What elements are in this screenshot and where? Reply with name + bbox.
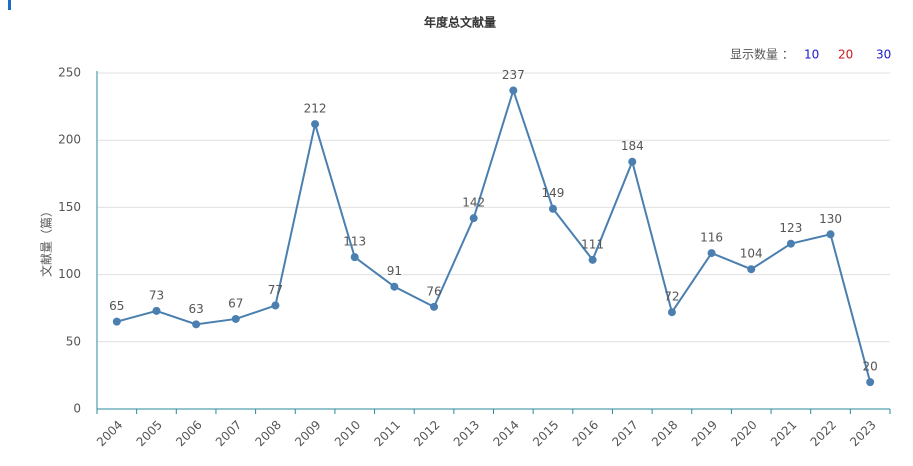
display-option[interactable]: 10 bbox=[804, 48, 819, 62]
point bbox=[112, 317, 121, 326]
point bbox=[509, 86, 518, 95]
x-tick-label: 2020 bbox=[728, 418, 759, 449]
point bbox=[469, 214, 478, 223]
point bbox=[271, 301, 280, 310]
x-tick-label: 2008 bbox=[253, 418, 284, 449]
x-tick-label: 2012 bbox=[411, 418, 442, 449]
point bbox=[826, 230, 835, 239]
x-tick-label: 2023 bbox=[847, 418, 878, 449]
x-tick-label: 2018 bbox=[649, 418, 680, 449]
chart-title: 年度总文献量 bbox=[424, 15, 496, 30]
corner-marker bbox=[8, 0, 11, 10]
data-label: 91 bbox=[387, 264, 402, 278]
y-tick-label: 250 bbox=[58, 66, 81, 80]
display-count-label: 显示数量 ： bbox=[730, 47, 794, 62]
data-label: 130 bbox=[819, 212, 842, 226]
x-tick-label: 2015 bbox=[530, 418, 561, 449]
point bbox=[311, 120, 320, 129]
point bbox=[192, 320, 201, 329]
data-label: 237 bbox=[502, 68, 525, 82]
display-option[interactable]: 30 bbox=[876, 48, 891, 62]
x-tick-label: 2004 bbox=[94, 418, 125, 449]
x-tick-label: 2005 bbox=[134, 418, 165, 449]
x-tick-label: 2016 bbox=[570, 418, 601, 449]
data-label: 184 bbox=[621, 139, 644, 153]
x-tick-label: 2011 bbox=[371, 418, 402, 449]
point bbox=[747, 265, 756, 274]
x-tick-label: 2013 bbox=[451, 418, 482, 449]
data-label: 104 bbox=[740, 247, 763, 261]
data-label: 20 bbox=[863, 360, 878, 374]
display-option[interactable]: 20 bbox=[838, 48, 853, 62]
data-label: 67 bbox=[228, 296, 243, 310]
y-tick-label: 0 bbox=[73, 402, 81, 416]
point bbox=[707, 249, 716, 258]
point bbox=[866, 378, 875, 387]
x-tick-label: 2010 bbox=[332, 418, 363, 449]
x-tick-label: 2019 bbox=[689, 418, 720, 449]
line bbox=[116, 87, 872, 383]
point bbox=[152, 306, 161, 315]
point bbox=[667, 308, 676, 317]
data-label: 65 bbox=[109, 299, 124, 313]
point bbox=[786, 239, 795, 248]
data-label: 111 bbox=[581, 237, 604, 251]
data-label: 116 bbox=[700, 231, 723, 245]
data-label: 123 bbox=[779, 221, 802, 235]
y-tick-label: 50 bbox=[66, 334, 81, 348]
x-tick-label: 2017 bbox=[609, 418, 640, 449]
y-axis-label: 文献量（篇） bbox=[39, 205, 54, 277]
point bbox=[350, 253, 359, 262]
x-tick-label: 2006 bbox=[173, 418, 204, 449]
point bbox=[231, 314, 240, 323]
data-label: 212 bbox=[304, 102, 327, 116]
y-tick-label: 200 bbox=[58, 133, 81, 147]
data-label: 72 bbox=[664, 290, 679, 304]
x-tick-label: 2021 bbox=[768, 418, 799, 449]
x-tick-label: 2014 bbox=[490, 418, 521, 449]
point bbox=[588, 255, 597, 264]
x-tick-label: 2022 bbox=[808, 418, 839, 449]
y-tick-label: 100 bbox=[58, 267, 81, 281]
point bbox=[548, 204, 557, 213]
data-label: 77 bbox=[268, 283, 283, 297]
x-tick-label: 2007 bbox=[213, 418, 244, 449]
y-tick-label: 150 bbox=[58, 200, 81, 214]
data-label: 76 bbox=[426, 284, 441, 298]
point bbox=[430, 302, 439, 311]
data-label: 142 bbox=[462, 196, 485, 210]
data-label: 63 bbox=[188, 302, 203, 316]
data-label: 73 bbox=[149, 288, 164, 302]
data-label: 113 bbox=[343, 235, 366, 249]
point bbox=[390, 282, 399, 291]
data-label: 149 bbox=[542, 186, 565, 200]
x-tick-label: 2009 bbox=[292, 418, 323, 449]
point bbox=[628, 157, 637, 166]
